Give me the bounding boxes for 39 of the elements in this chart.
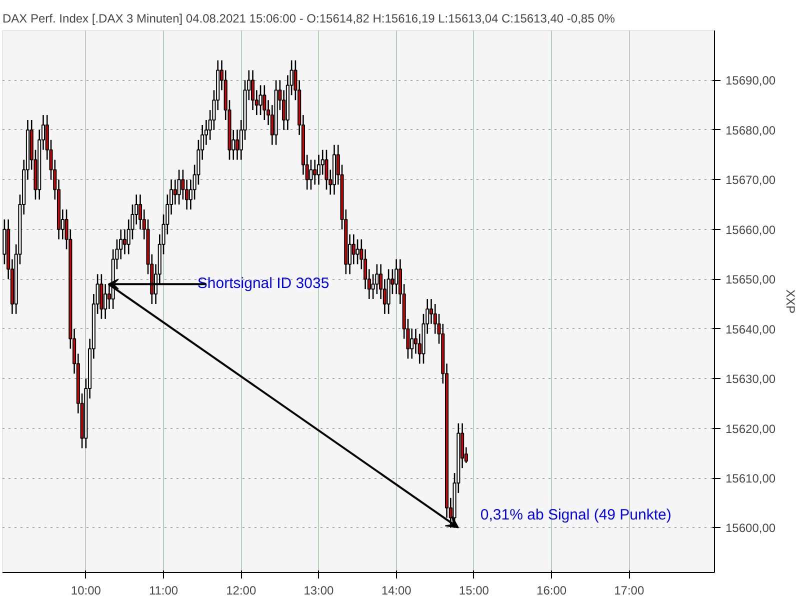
y-tick-label: 15620,00 [726, 422, 776, 436]
x-tick-label: 12:00 [226, 584, 256, 598]
candlestick [356, 238, 360, 265]
candlestick [104, 283, 108, 320]
x-tick-label: 15:00 [458, 584, 490, 598]
candlestick [235, 129, 240, 160]
candlestick [410, 328, 414, 360]
x-tick-label: 16:00 [536, 584, 567, 598]
annotation: Shortsignal ID 3035 [197, 275, 330, 292]
x-tick-label: 17:00 [614, 584, 644, 598]
candlestick [352, 234, 356, 265]
candlestick [262, 84, 266, 121]
y-tick-label: 15680,00 [726, 123, 776, 138]
y-tick-label: 15600,00 [726, 521, 776, 536]
candlestick [177, 169, 181, 206]
x-tick-label: 14:00 [381, 584, 412, 598]
candlestick [122, 228, 127, 255]
chart-title: DAX Perf. Index [.DAX 3 Minuten] 04.08.2021 15:06:00 - O:15614,82 H:15616,19 L:15613,04 C:15613,40 -0,85 0% [2, 12, 616, 26]
y-tick-label: 15640,00 [726, 322, 776, 336]
annotation: 0,31% ab Signal (49 Punkte) [480, 506, 672, 524]
candlestick [313, 159, 317, 186]
candlestick [375, 264, 379, 295]
candlestick [324, 149, 328, 190]
candlestick [173, 179, 177, 206]
x-tick-label: 10:00 [70, 584, 102, 598]
y-tick-label: 15630,00 [726, 372, 776, 386]
candlestick [394, 258, 398, 295]
y-tick-label: 15670,00 [726, 173, 776, 188]
candlestick [250, 70, 255, 111]
candlestick [309, 159, 313, 190]
y-axis-title: XXP [784, 289, 798, 314]
y-tick-label: 15650,00 [726, 272, 776, 287]
candlestick [316, 154, 321, 186]
x-tick-label: 13:00 [304, 584, 334, 598]
y-tick-label: 15690,00 [726, 74, 776, 88]
candlestick [258, 84, 262, 116]
x-tick-label: 11:00 [148, 584, 178, 598]
y-tick-label: 15610,00 [726, 472, 776, 486]
y-tick-label: 15660,00 [726, 222, 776, 237]
